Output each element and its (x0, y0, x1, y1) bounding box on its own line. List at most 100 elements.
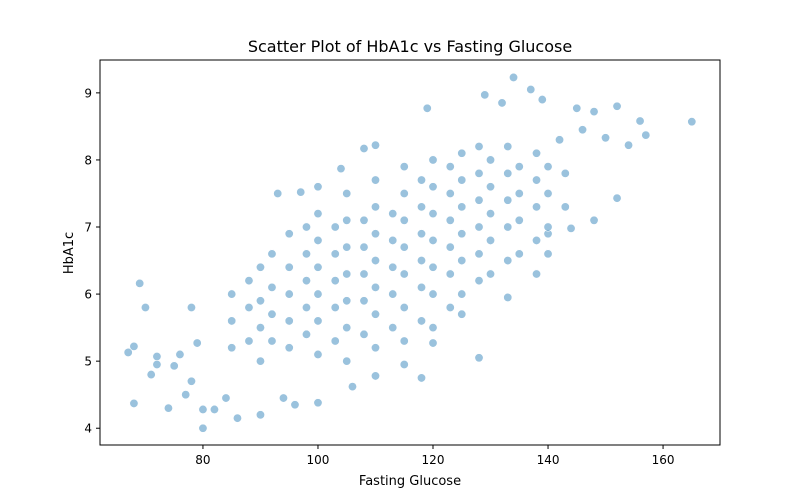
scatter-point (532, 148, 542, 158)
scatter-point (342, 296, 352, 306)
scatter-point (399, 242, 409, 252)
chart-title: Scatter Plot of HbA1c vs Fasting Glucose (248, 37, 572, 56)
scatter-point (192, 338, 202, 348)
scatter-point (417, 229, 427, 239)
scatter-point (301, 329, 311, 339)
scatter-point (313, 182, 323, 192)
scatter-point (227, 289, 237, 299)
scatter-point (503, 142, 513, 152)
scatter-point (514, 215, 524, 225)
y-axis: 4 5 6 7 8 9 (84, 86, 100, 436)
scatter-point (532, 175, 542, 185)
scatter-point (129, 398, 139, 408)
scatter-point (457, 309, 467, 319)
scatter-point (313, 398, 323, 408)
scatter-point (388, 209, 398, 219)
scatter-point (129, 341, 139, 351)
scatter-point (342, 188, 352, 198)
scatter-point (543, 222, 553, 232)
scatter-point (301, 302, 311, 312)
scatter-point (480, 90, 490, 100)
scatter-point (497, 98, 507, 108)
scatter-point (601, 133, 611, 143)
scatter-point (244, 276, 254, 286)
scatter-point (428, 235, 438, 245)
scatter-point (278, 393, 288, 403)
scatter-point (428, 155, 438, 165)
scatter-point (284, 316, 294, 326)
scatter-point (474, 249, 484, 259)
scatter-point (543, 229, 553, 239)
scatter-point (370, 140, 380, 150)
scatter-point (388, 289, 398, 299)
scatter-point (399, 360, 409, 370)
scatter-point (152, 351, 162, 361)
scatter-point (417, 316, 427, 326)
scatter-point (503, 195, 513, 205)
scatter-point (388, 262, 398, 272)
scatter-point (313, 209, 323, 219)
scatter-point (370, 343, 380, 353)
scatter-point (474, 222, 484, 232)
scatter-point (486, 209, 496, 219)
scatter-point (267, 336, 277, 346)
scatter-point (359, 242, 369, 252)
points-layer (123, 72, 697, 433)
scatter-point (301, 249, 311, 259)
scatter-point (244, 302, 254, 312)
scatter-point (474, 195, 484, 205)
scatter-point (399, 162, 409, 172)
scatter-point (244, 336, 254, 346)
scatter-point (284, 289, 294, 299)
y-tick-label: 8 (84, 153, 92, 167)
scatter-point (457, 148, 467, 158)
scatter-point (503, 222, 513, 232)
scatter-point (417, 175, 427, 185)
scatter-point (417, 256, 427, 266)
scatter-point (503, 168, 513, 178)
scatter-point (296, 187, 306, 197)
x-axis-label: Fasting Glucose (359, 474, 461, 489)
scatter-point (503, 256, 513, 266)
scatter-point (342, 215, 352, 225)
scatter-point (543, 249, 553, 259)
scatter-point (330, 336, 340, 346)
scatter-point (457, 202, 467, 212)
scatter-point (267, 249, 277, 259)
scatter-point (284, 343, 294, 353)
scatter-point (370, 282, 380, 292)
scatter-point (428, 209, 438, 219)
scatter-point (486, 182, 496, 192)
scatter-point (543, 188, 553, 198)
scatter-point (313, 289, 323, 299)
scatter-point (370, 229, 380, 239)
scatter-point (198, 404, 208, 414)
scatter-point (532, 235, 542, 245)
y-tick-label: 7 (84, 221, 92, 235)
scatter-point (370, 175, 380, 185)
scatter-point (359, 215, 369, 225)
scatter-point (313, 349, 323, 359)
scatter-point (135, 278, 145, 288)
scatter-point (399, 215, 409, 225)
scatter-point (445, 242, 455, 252)
scatter-point (417, 373, 427, 383)
scatter-point (227, 316, 237, 326)
scatter-point (313, 235, 323, 245)
scatter-point (388, 235, 398, 245)
scatter-point (359, 144, 369, 154)
scatter-point (330, 222, 340, 232)
scatter-point (267, 282, 277, 292)
x-tick-label: 100 (307, 453, 330, 467)
scatter-point (457, 229, 467, 239)
scatter-point (255, 410, 265, 420)
scatter-point (342, 356, 352, 366)
scatter-point (330, 249, 340, 259)
x-tick-label: 80 (195, 453, 210, 467)
scatter-point (301, 222, 311, 232)
scatter-point (284, 262, 294, 272)
scatter-point (445, 302, 455, 312)
scatter-point (572, 103, 582, 113)
scatter-point (555, 135, 565, 145)
